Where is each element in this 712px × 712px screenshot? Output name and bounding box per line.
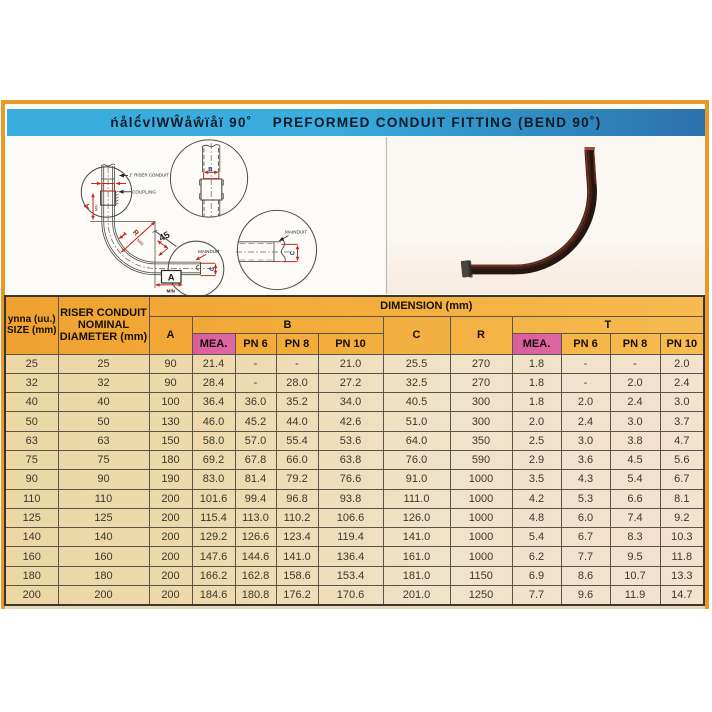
svg-text:MIN: MIN (167, 289, 176, 294)
svg-text:A: A (168, 272, 175, 283)
svg-text:B: B (208, 167, 212, 173)
svg-text:R: R (131, 229, 140, 238)
svg-text:MIN: MIN (136, 238, 145, 247)
svg-text:COUPLING: COUPLING (132, 189, 156, 194)
svg-text:1" RISER CONDUIT: 1" RISER CONDUIT (129, 173, 169, 178)
svg-text:C: C (210, 266, 216, 271)
svg-text:MAINDUIT: MAINDUIT (198, 249, 220, 254)
svg-text:C: C (291, 250, 297, 255)
svg-text:MIN: MIN (94, 204, 98, 211)
svg-text:A: A (82, 203, 91, 209)
svg-text:MAINDUIT: MAINDUIT (285, 230, 307, 235)
svg-text:T: T (119, 231, 127, 239)
